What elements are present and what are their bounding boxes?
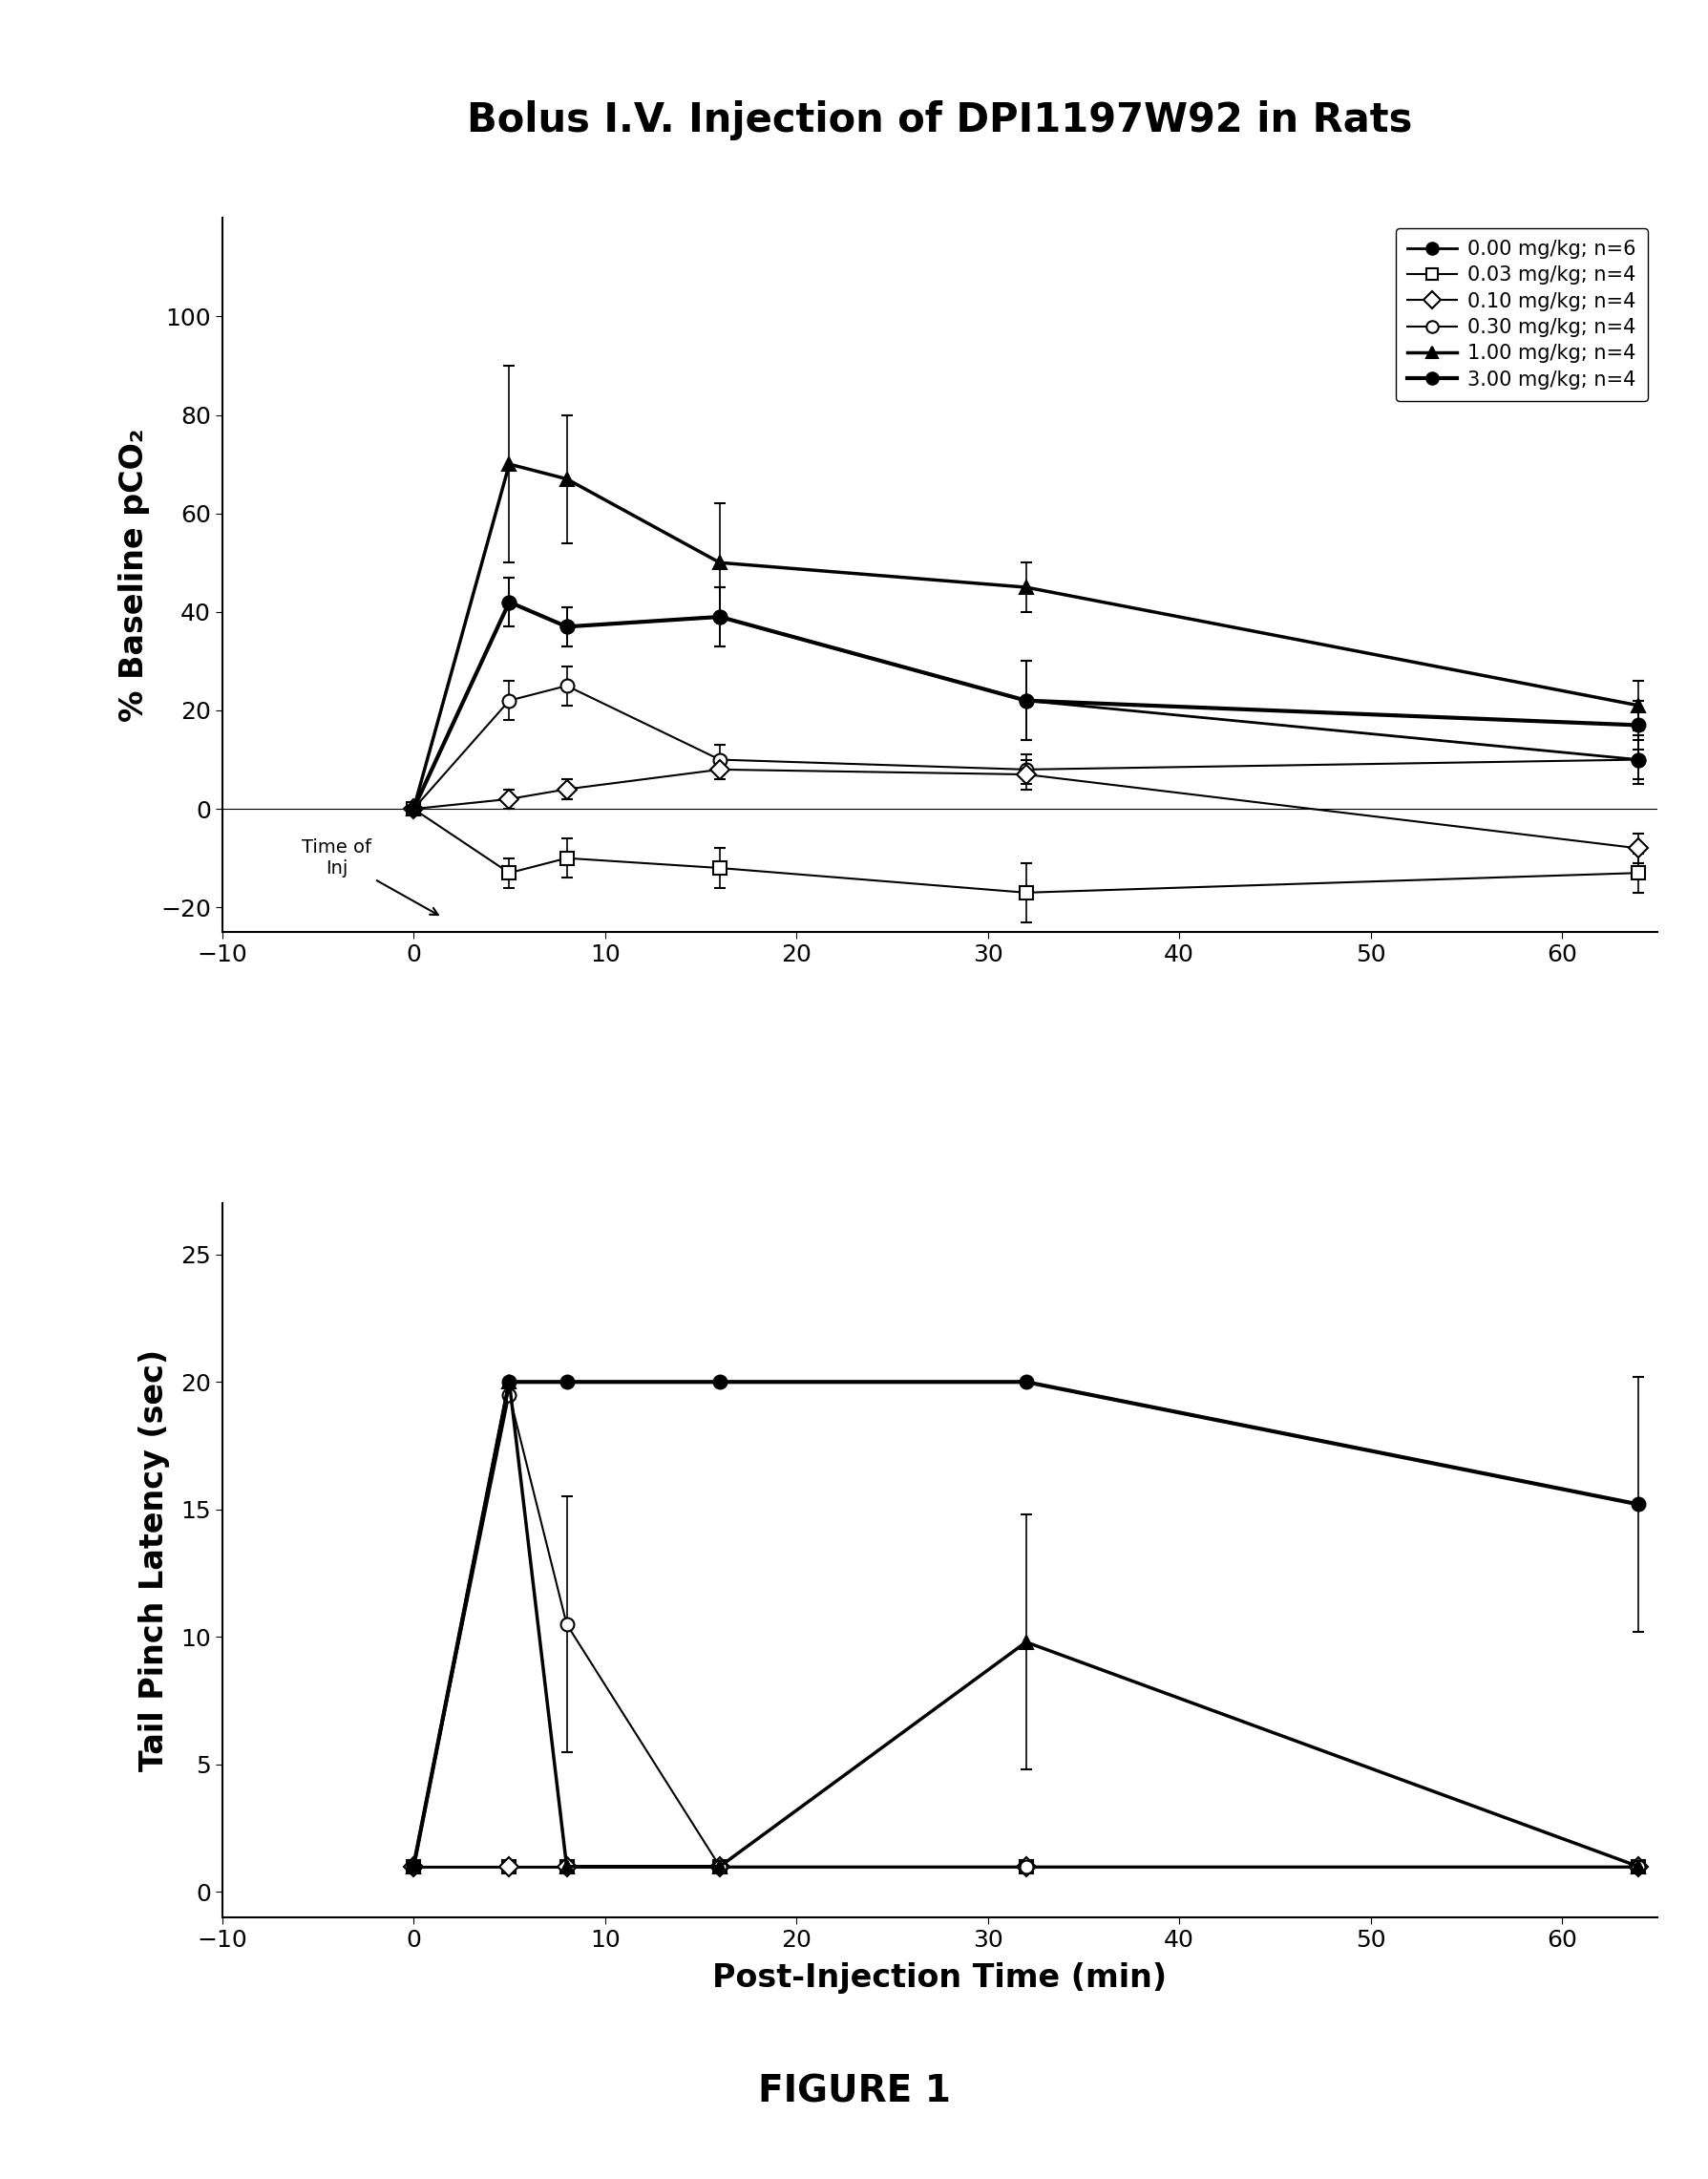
Text: Bolus I.V. Injection of DPI1197W92 in Rats: Bolus I.V. Injection of DPI1197W92 in Ra… <box>466 100 1413 139</box>
Text: FIGURE 1: FIGURE 1 <box>758 2074 950 2109</box>
Y-axis label: % Baseline pCO₂: % Baseline pCO₂ <box>118 427 150 721</box>
Legend: 0.00 mg/kg; n=6, 0.03 mg/kg; n=4, 0.10 mg/kg; n=4, 0.30 mg/kg; n=4, 1.00 mg/kg; : 0.00 mg/kg; n=6, 0.03 mg/kg; n=4, 0.10 m… <box>1395 229 1647 401</box>
Text: Time of
Inj: Time of Inj <box>302 839 437 915</box>
Y-axis label: Tail Pinch Latency (sec): Tail Pinch Latency (sec) <box>138 1349 169 1772</box>
X-axis label: Post-Injection Time (min): Post-Injection Time (min) <box>712 1963 1167 1994</box>
